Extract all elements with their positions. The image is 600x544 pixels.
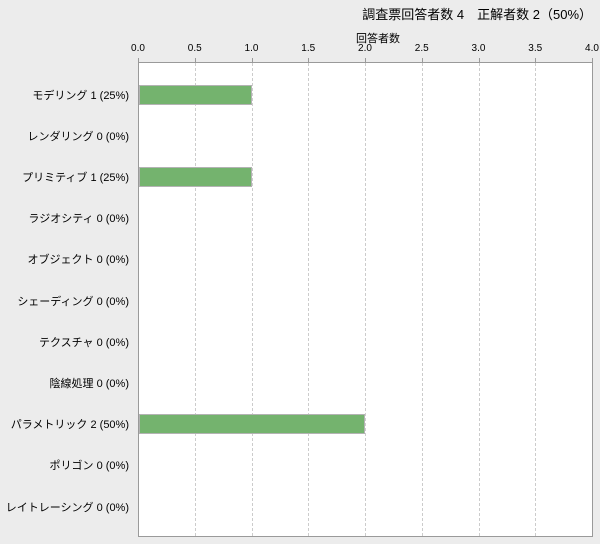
gridline xyxy=(535,63,537,536)
category-label: ポリゴン 0 (0%) xyxy=(49,460,129,473)
x-axis-tick-label: 1.0 xyxy=(244,43,259,54)
bar xyxy=(139,84,252,105)
bar-row: レイトレーシング 0 (0%) xyxy=(0,486,600,527)
x-axis-tick-label: 0.0 xyxy=(131,43,145,54)
category-label: プリミティブ 1 (25%) xyxy=(22,171,129,184)
gridline xyxy=(194,63,196,536)
x-axis-tick-mark xyxy=(592,58,593,62)
bar xyxy=(139,414,365,435)
x-axis-title: 回答者数 xyxy=(356,33,400,45)
x-axis-tick-label: 2.5 xyxy=(414,43,429,54)
bar-row: テクスチャ 0 (0%) xyxy=(0,321,600,362)
bar-row: プリミティブ 1 (25%) xyxy=(0,156,600,197)
bar-row: オブジェクト 0 (0%) xyxy=(0,239,600,280)
x-axis-tick-mark xyxy=(251,58,253,62)
x-axis-tick-label: 0.5 xyxy=(187,43,202,54)
category-label: オブジェクト 0 (0%) xyxy=(27,254,129,267)
x-axis-tick-label: 3.0 xyxy=(471,43,486,54)
plot-area xyxy=(138,62,593,537)
x-axis-tick-mark xyxy=(308,58,310,62)
category-label: モデリング 1 (25%) xyxy=(32,89,129,102)
category-label: ラジオシティ 0 (0%) xyxy=(28,213,129,226)
gridline xyxy=(478,63,480,536)
gridline xyxy=(308,63,310,536)
x-axis-tick-mark xyxy=(421,58,423,62)
x-axis-tick-mark xyxy=(535,58,537,62)
bar-row: レンダリング 0 (0%) xyxy=(0,115,600,156)
x-axis-tick-label: 1.5 xyxy=(301,43,316,54)
gridline xyxy=(421,63,423,536)
x-axis-tick-mark xyxy=(365,58,366,62)
category-label: テクスチャ 0 (0%) xyxy=(38,336,129,349)
x-axis-tick-mark xyxy=(194,58,196,62)
x-axis-tick-mark xyxy=(478,58,480,62)
bar-row: 陰線処理 0 (0%) xyxy=(0,362,600,403)
bar-row: ポリゴン 0 (0%) xyxy=(0,445,600,486)
x-axis-tick-label: 3.5 xyxy=(528,43,543,54)
category-label: レンダリング 0 (0%) xyxy=(27,130,129,143)
gridline xyxy=(251,63,253,536)
bar xyxy=(139,166,252,187)
chart-title: 調査票回答者数 4 正解者数 2（50%） xyxy=(362,7,592,22)
bar-row: シェーディング 0 (0%) xyxy=(0,280,600,321)
category-label: レイトレーシング 0 (0%) xyxy=(5,501,129,514)
bar-row: ラジオシティ 0 (0%) xyxy=(0,198,600,239)
x-axis-tick-label: 2.0 xyxy=(358,43,372,54)
bar-row: モデリング 1 (25%) xyxy=(0,74,600,115)
gridline xyxy=(365,63,366,536)
x-axis-tick-mark xyxy=(138,58,139,62)
bar-row: パラメトリック 2 (50%) xyxy=(0,404,600,445)
category-label: パラメトリック 2 (50%) xyxy=(10,419,129,432)
category-label: シェーディング 0 (0%) xyxy=(17,295,129,308)
x-axis-tick-label: 4.0 xyxy=(585,43,599,54)
category-label: 陰線処理 0 (0%) xyxy=(49,377,129,390)
